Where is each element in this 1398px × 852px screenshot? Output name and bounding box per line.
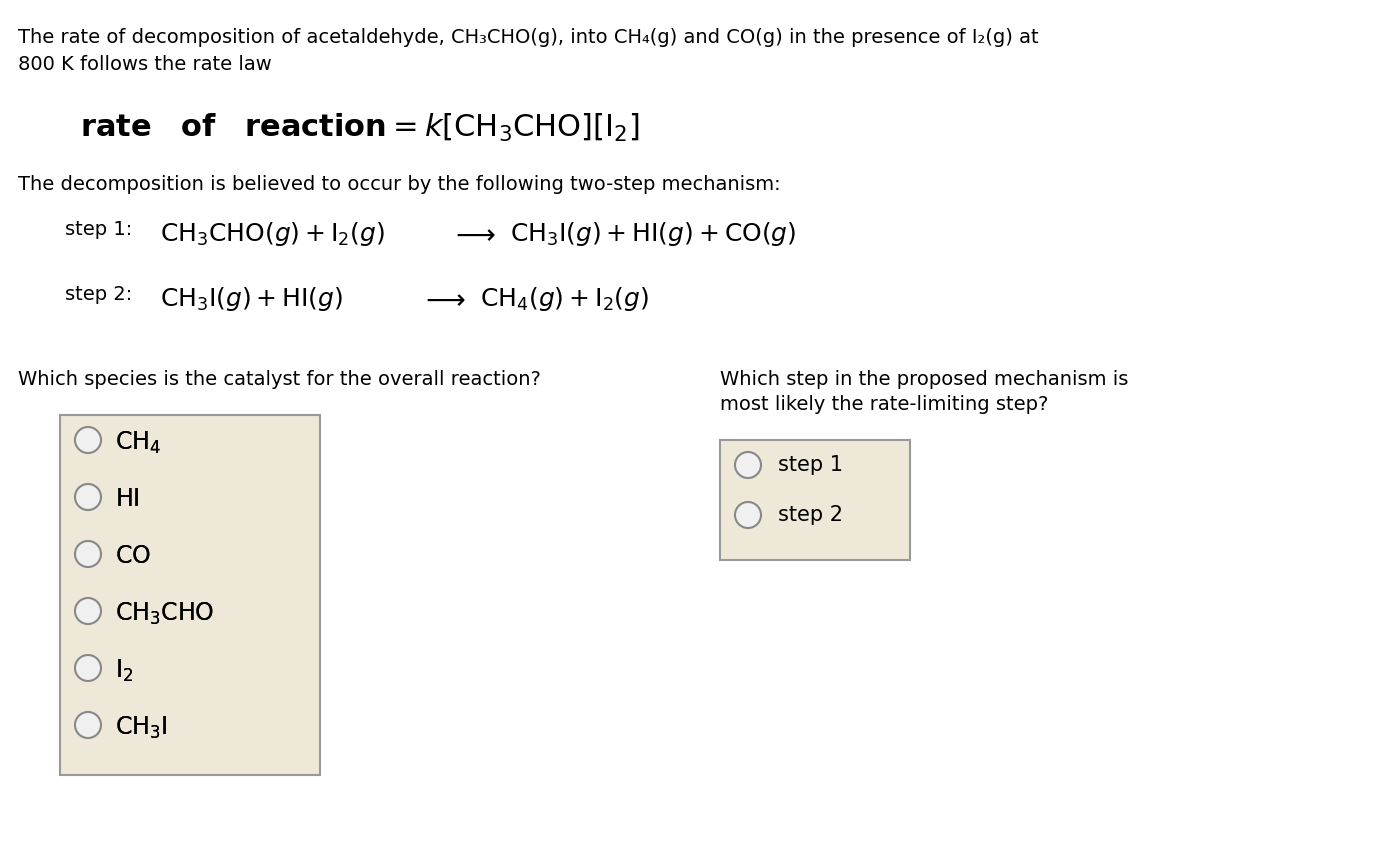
- Text: $\mathrm{CH_3CHO}(g) + \mathrm{I_2}(g)$: $\mathrm{CH_3CHO}(g) + \mathrm{I_2}(g)$: [159, 220, 384, 248]
- Text: The rate of decomposition of acetaldehyde, CH₃CHO(g), into CH₄(g) and CO(g) in t: The rate of decomposition of acetaldehyd…: [18, 28, 1039, 73]
- Text: $\mathrm{CH_3I}$: $\mathrm{CH_3I}$: [115, 715, 168, 741]
- Text: $\mathrm{CH_4}(g) + \mathrm{I_2}(g)$: $\mathrm{CH_4}(g) + \mathrm{I_2}(g)$: [480, 285, 649, 313]
- Text: $\mathrm{CO}$: $\mathrm{CO}$: [115, 544, 151, 568]
- Text: $\mathbf{rate\ \ \ of\ \ \ reaction} = k\left[\mathrm{CH_3CHO}\right]\left[\math: $\mathbf{rate\ \ \ of\ \ \ reaction} = k…: [80, 112, 640, 144]
- Text: $\mathrm{I_2}$: $\mathrm{I_2}$: [115, 658, 133, 684]
- Text: $\mathrm{CO}$: $\mathrm{CO}$: [115, 544, 151, 568]
- Circle shape: [735, 502, 761, 528]
- Text: $\mathrm{CH_4}$: $\mathrm{CH_4}$: [115, 430, 161, 456]
- Text: $\mathrm{HI}$: $\mathrm{HI}$: [115, 487, 140, 511]
- Text: step 2:: step 2:: [64, 285, 133, 304]
- FancyBboxPatch shape: [60, 415, 320, 775]
- FancyBboxPatch shape: [720, 440, 910, 560]
- Circle shape: [75, 541, 101, 567]
- Text: $\mathrm{I_2}$: $\mathrm{I_2}$: [115, 658, 133, 684]
- Text: most likely the rate-limiting step?: most likely the rate-limiting step?: [720, 395, 1048, 414]
- Text: $\mathrm{CH_3I}(g) + \mathrm{HI}(g)$: $\mathrm{CH_3I}(g) + \mathrm{HI}(g)$: [159, 285, 343, 313]
- Text: $\longrightarrow$: $\longrightarrow$: [450, 220, 496, 248]
- Text: $\mathrm{CH_4}$: $\mathrm{CH_4}$: [115, 430, 161, 456]
- Circle shape: [75, 484, 101, 510]
- Text: step 2: step 2: [779, 505, 843, 525]
- Circle shape: [75, 598, 101, 624]
- Circle shape: [75, 427, 101, 453]
- Text: $\mathrm{CH_3CHO}$: $\mathrm{CH_3CHO}$: [115, 601, 214, 627]
- Text: $\mathrm{HI}$: $\mathrm{HI}$: [115, 487, 140, 511]
- Circle shape: [735, 452, 761, 478]
- Text: Which step in the proposed mechanism is: Which step in the proposed mechanism is: [720, 370, 1128, 389]
- Text: $\mathrm{CH_3I}$: $\mathrm{CH_3I}$: [115, 715, 168, 741]
- Text: step 1: step 1: [779, 455, 843, 475]
- Text: $\longrightarrow$: $\longrightarrow$: [419, 285, 466, 313]
- Circle shape: [75, 712, 101, 738]
- Text: The decomposition is believed to occur by the following two-step mechanism:: The decomposition is believed to occur b…: [18, 175, 780, 194]
- Text: Which species is the catalyst for the overall reaction?: Which species is the catalyst for the ov…: [18, 370, 541, 389]
- Text: step 1:: step 1:: [64, 220, 133, 239]
- Circle shape: [75, 655, 101, 681]
- Text: $\mathrm{CH_3I}(g) + \mathrm{HI}(g) + \mathrm{CO}(g)$: $\mathrm{CH_3I}(g) + \mathrm{HI}(g) + \m…: [510, 220, 797, 248]
- Text: $\mathrm{CH_3CHO}$: $\mathrm{CH_3CHO}$: [115, 601, 214, 627]
